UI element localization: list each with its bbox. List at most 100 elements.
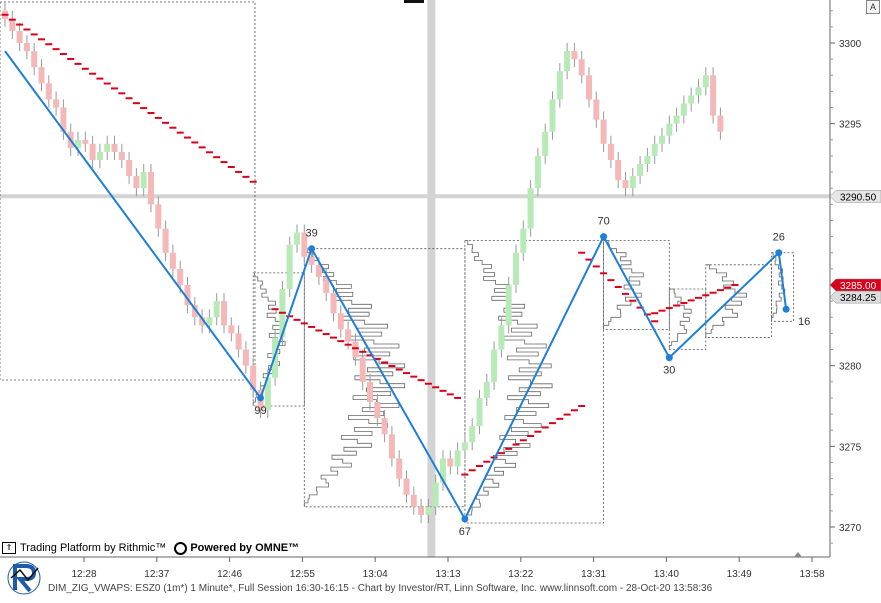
candle[interactable]	[513, 244, 519, 294]
candle[interactable]	[520, 220, 527, 261]
candle[interactable]	[425, 498, 432, 523]
candle[interactable]	[505, 276, 512, 334]
candle[interactable]	[578, 51, 585, 84]
candle[interactable]	[294, 224, 300, 253]
candle[interactable]	[622, 172, 629, 197]
candle[interactable]	[45, 75, 52, 108]
candle[interactable]	[169, 244, 176, 277]
candle[interactable]	[637, 155, 644, 185]
profile-box	[252, 272, 305, 407]
candlesticks[interactable]	[2, 2, 724, 523]
profile-box	[771, 252, 794, 322]
candle[interactable]	[235, 325, 242, 358]
candle[interactable]	[359, 349, 366, 390]
candle[interactable]	[586, 67, 592, 108]
candle[interactable]	[440, 450, 446, 491]
candle[interactable]	[53, 91, 60, 116]
candle[interactable]	[593, 91, 600, 128]
candle[interactable]	[673, 107, 680, 132]
candle[interactable]	[461, 434, 468, 459]
platform-label: Trading Platform by Rithmic™	[20, 542, 167, 554]
candle[interactable]	[469, 418, 476, 451]
candle[interactable]	[615, 151, 622, 189]
candle[interactable]	[607, 135, 614, 169]
candle-body	[680, 103, 687, 116]
candle[interactable]	[666, 115, 673, 144]
candle[interactable]	[549, 91, 556, 140]
candle[interactable]	[629, 168, 636, 197]
candle[interactable]	[600, 111, 607, 152]
candle[interactable]	[381, 410, 388, 443]
candle[interactable]	[126, 151, 133, 185]
candle-body	[666, 123, 673, 136]
candle[interactable]	[286, 236, 293, 298]
candle[interactable]	[498, 317, 505, 358]
x-tick-label: 13:13	[435, 569, 460, 580]
candle[interactable]	[483, 373, 490, 406]
candle[interactable]	[476, 389, 483, 435]
auto-scale-button[interactable]: A	[866, 0, 880, 14]
candle[interactable]	[403, 470, 410, 503]
candle[interactable]	[155, 196, 162, 237]
candle[interactable]	[556, 63, 563, 108]
expand-icon[interactable]: ⇑	[2, 542, 16, 554]
candle[interactable]	[702, 67, 709, 96]
candle[interactable]	[16, 22, 23, 52]
candle[interactable]	[388, 426, 395, 467]
candle[interactable]	[534, 147, 541, 197]
candle[interactable]	[250, 357, 257, 398]
candle[interactable]	[31, 43, 38, 76]
candle[interactable]	[199, 309, 206, 334]
candle[interactable]	[432, 474, 439, 515]
candle[interactable]	[23, 34, 30, 60]
candle[interactable]	[60, 99, 67, 140]
candle[interactable]	[75, 131, 81, 156]
candle[interactable]	[104, 135, 111, 160]
candle[interactable]	[82, 131, 89, 152]
candle[interactable]	[308, 248, 315, 273]
candle[interactable]	[717, 107, 724, 140]
candle[interactable]	[184, 276, 191, 314]
candle[interactable]	[140, 164, 147, 197]
candle[interactable]	[9, 10, 16, 39]
candle[interactable]	[447, 450, 454, 475]
candle[interactable]	[396, 450, 403, 487]
candle[interactable]	[242, 341, 249, 374]
candle[interactable]	[133, 168, 140, 197]
candle[interactable]	[680, 95, 687, 124]
candle[interactable]	[111, 135, 118, 160]
candle[interactable]	[418, 498, 425, 523]
candle[interactable]	[213, 293, 220, 326]
candle[interactable]	[659, 127, 665, 152]
candle[interactable]	[38, 59, 45, 92]
candle[interactable]	[337, 305, 344, 338]
candle[interactable]	[148, 164, 154, 213]
candle[interactable]	[221, 293, 227, 334]
candle[interactable]	[374, 393, 381, 427]
candle[interactable]	[695, 79, 702, 104]
candle[interactable]	[89, 135, 96, 169]
candle[interactable]	[710, 67, 717, 124]
candle[interactable]	[352, 333, 359, 366]
candle[interactable]	[330, 285, 337, 322]
candle[interactable]	[571, 43, 578, 68]
candle[interactable]	[564, 43, 571, 80]
candle[interactable]	[454, 442, 461, 475]
candle[interactable]	[542, 123, 549, 164]
candle[interactable]	[410, 486, 417, 515]
candle[interactable]	[301, 224, 308, 265]
candle[interactable]	[118, 143, 125, 169]
candle[interactable]	[644, 147, 651, 173]
candle[interactable]	[651, 135, 658, 164]
candle[interactable]	[491, 341, 498, 390]
candle[interactable]	[162, 220, 169, 261]
candle[interactable]	[527, 180, 534, 237]
top-tab-marker[interactable]	[404, 0, 424, 3]
candle[interactable]	[191, 297, 198, 326]
candle[interactable]	[96, 143, 103, 169]
candle[interactable]	[367, 373, 373, 411]
candle[interactable]	[688, 87, 695, 112]
candle[interactable]	[228, 317, 235, 342]
